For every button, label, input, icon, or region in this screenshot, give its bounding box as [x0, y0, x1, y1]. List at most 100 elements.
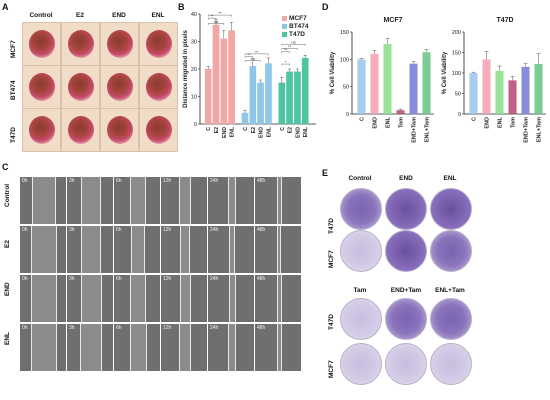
scratch-image-enl-12h: 12h [161, 324, 207, 371]
spheroid-image [22, 108, 61, 152]
spheroid [145, 30, 172, 58]
bar-enl [383, 44, 392, 114]
scratch-image-control-3h: 3h [67, 177, 113, 224]
x-tick-label: E2 [251, 127, 257, 133]
scratch-image-control-0h: 0h [20, 177, 66, 224]
wound-gap [276, 324, 282, 371]
panel-e-col-end: END [399, 175, 413, 182]
bar-end-tam [521, 66, 530, 114]
timepoint-label: 0h [22, 276, 28, 282]
spheroid [28, 30, 55, 58]
wound-gap [130, 177, 146, 224]
spheroid-image [139, 65, 178, 109]
significance-label: ns [291, 40, 295, 45]
timepoint-label: 12h [163, 276, 172, 282]
scratch-image-end-24h: 24h [208, 275, 254, 322]
x-tick-label: END [485, 117, 491, 129]
panel-e-row-t47d-top: T47D [328, 218, 335, 234]
panel-e-row-mcf7-top: MCF7 [328, 250, 335, 268]
timepoint-label: 48h [257, 276, 266, 282]
spheroid-image [61, 65, 100, 109]
wound-gap [130, 275, 146, 322]
bar-t47d-e2 [286, 71, 293, 125]
timepoint-label: 12h [163, 178, 172, 184]
scratch-image-e2-6h: 6h [114, 226, 160, 273]
panel-e-col-enl: ENL [443, 175, 457, 182]
wound-gap [228, 324, 236, 371]
significance-label: * [285, 59, 287, 64]
significance-bracket [208, 17, 217, 20]
legend-label-t47d: T47D [289, 31, 305, 38]
scratch-image-control-6h: 6h [114, 177, 160, 224]
significance-label: ** [218, 11, 222, 16]
bar-t47d-end [294, 71, 301, 125]
scratch-image-enl-48h: 48h [255, 324, 301, 371]
wound-gap [31, 324, 57, 371]
significance-label: ns [214, 19, 218, 24]
panel-e-col-tam: Tam [353, 287, 367, 294]
colony-dish-t47d-control [340, 188, 382, 230]
wound-gap [276, 177, 282, 224]
bar-mcf7-e2 [212, 24, 220, 125]
y-tick-label: 10 [191, 95, 197, 101]
y-tick-label: 50 [343, 85, 349, 91]
scratch-image-control-24h: 24h [208, 177, 254, 224]
scratch-image-enl-6h: 6h [114, 324, 160, 371]
scratch-image-end-3h: 3h [67, 275, 113, 322]
scratch-image-enl-0h: 0h [20, 324, 66, 371]
timepoint-label: 3h [69, 325, 75, 331]
timepoint-label: 12h [163, 227, 172, 233]
spheroid [28, 73, 55, 101]
wound-gap [129, 324, 147, 371]
colony-dish-t47d-end-tam [385, 298, 427, 340]
spheroid-image [139, 22, 178, 66]
colony-dish-t47d-end [385, 188, 427, 230]
scratch-image-enl-3h: 3h [67, 324, 113, 371]
timepoint-label: 6h [116, 227, 122, 233]
bar-bt474-c [241, 112, 249, 125]
bar-t47d-enl [301, 57, 309, 125]
x-tick-label: C [280, 127, 286, 131]
y-tick-label: 150 [340, 30, 349, 36]
wound-gap [179, 275, 191, 322]
wound-gap [228, 177, 236, 224]
timepoint-label: 48h [257, 178, 266, 184]
x-tick-label: END+Tam [412, 117, 418, 143]
wound-gap [80, 324, 102, 371]
x-tick-label: END [295, 127, 301, 138]
wound-gap [228, 275, 236, 322]
bar-enl [495, 70, 504, 114]
x-tick-label: ENL+Tam [425, 117, 431, 142]
legend-swatch-t47d [282, 32, 287, 37]
x-tick-label: ENL [386, 116, 392, 128]
colony-dish-t47d-enl-tam [430, 298, 472, 340]
spheroid-image [61, 108, 100, 152]
timepoint-label: 24h [210, 276, 219, 282]
spheroid-image [61, 22, 100, 66]
spheroid [145, 73, 172, 101]
spheroid [106, 30, 133, 58]
chart-title: MCF7 [383, 17, 402, 24]
bar-end [482, 59, 491, 114]
wound-gap [179, 177, 191, 224]
significance-label: ** [211, 14, 215, 19]
timepoint-label: 6h [116, 178, 122, 184]
y-axis-label: Distance migrated in pixels [183, 29, 189, 107]
wound-gap [32, 177, 56, 224]
y-tick-label: 20 [191, 67, 197, 73]
spheroid [67, 116, 94, 144]
panel-label-d: D [322, 2, 329, 12]
significance-bracket [281, 44, 306, 46]
significance-label: ** [255, 49, 259, 54]
timepoint-label: 3h [69, 276, 75, 282]
timepoint-label: 24h [210, 178, 219, 184]
significance-bracket [281, 51, 290, 54]
significance-label: ns [251, 56, 255, 61]
y-tick-label: 0 [346, 112, 349, 118]
timepoint-label: 48h [257, 325, 266, 331]
significance-bracket [208, 14, 232, 17]
wound-gap [179, 324, 191, 371]
bar-t47d-c [278, 82, 286, 125]
panel-e-col-end-tam: END+Tam [390, 287, 422, 294]
